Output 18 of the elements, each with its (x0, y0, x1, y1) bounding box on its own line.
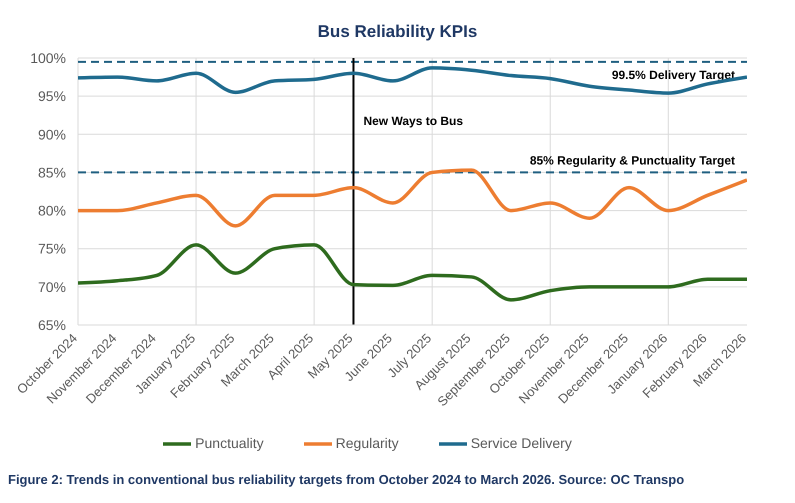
line-series (78, 168, 747, 228)
caption: Figure 2: Trends in conventional bus reliability targets from October 2024 to March 2026. Source: OC Transpo (8, 472, 686, 487)
y-tick-label: 80% (38, 202, 66, 219)
ref-line-label: New Ways to Bus (363, 114, 464, 128)
line-series (78, 243, 747, 302)
line-series (78, 66, 747, 95)
legend-label: Service Delivery (470, 435, 572, 452)
legend-label: Punctuality (195, 435, 264, 452)
y-tick-label: 85% (38, 164, 66, 180)
chart-title: Bus Reliability KPIs (316, 21, 478, 43)
y-tick-label: 100% (30, 50, 66, 66)
y-tick-label: 75% (38, 240, 66, 257)
y-tick-label: 65% (38, 317, 66, 333)
y-tick-label: 95% (38, 88, 66, 104)
y-tick-label: 90% (38, 126, 66, 142)
ref-line-label: 85% Regularity & Punctuality Target (530, 153, 735, 168)
y-tick-label: 70% (38, 278, 66, 295)
legend-label: Regularity (336, 435, 399, 452)
